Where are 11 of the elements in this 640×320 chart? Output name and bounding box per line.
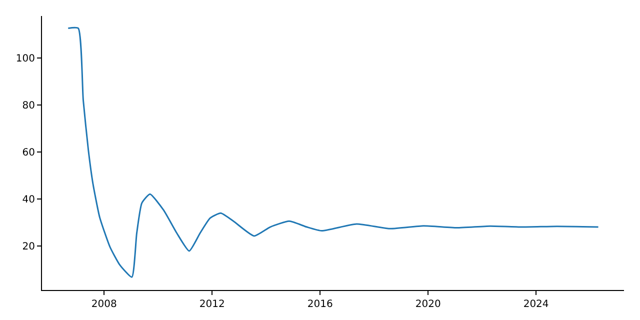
x-tick-label: 2024 (523, 299, 549, 310)
x-tick-label: 2008 (91, 299, 117, 310)
y-tick-label: 40 (22, 194, 35, 206)
y-tick-label: 100 (16, 54, 35, 65)
y-tick-label: 20 (22, 242, 35, 253)
x-tick-label: 2012 (199, 299, 225, 310)
y-tick-label: 80 (22, 100, 35, 112)
x-tick-label: 2016 (307, 299, 333, 310)
line-series (67, 27, 600, 278)
x-tick-label: 2020 (415, 299, 441, 310)
y-tick-label: 60 (22, 148, 35, 159)
